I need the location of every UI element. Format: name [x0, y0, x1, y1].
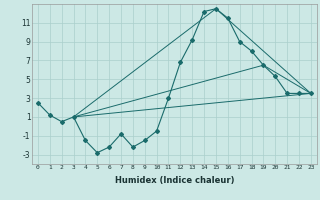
X-axis label: Humidex (Indice chaleur): Humidex (Indice chaleur): [115, 176, 234, 185]
